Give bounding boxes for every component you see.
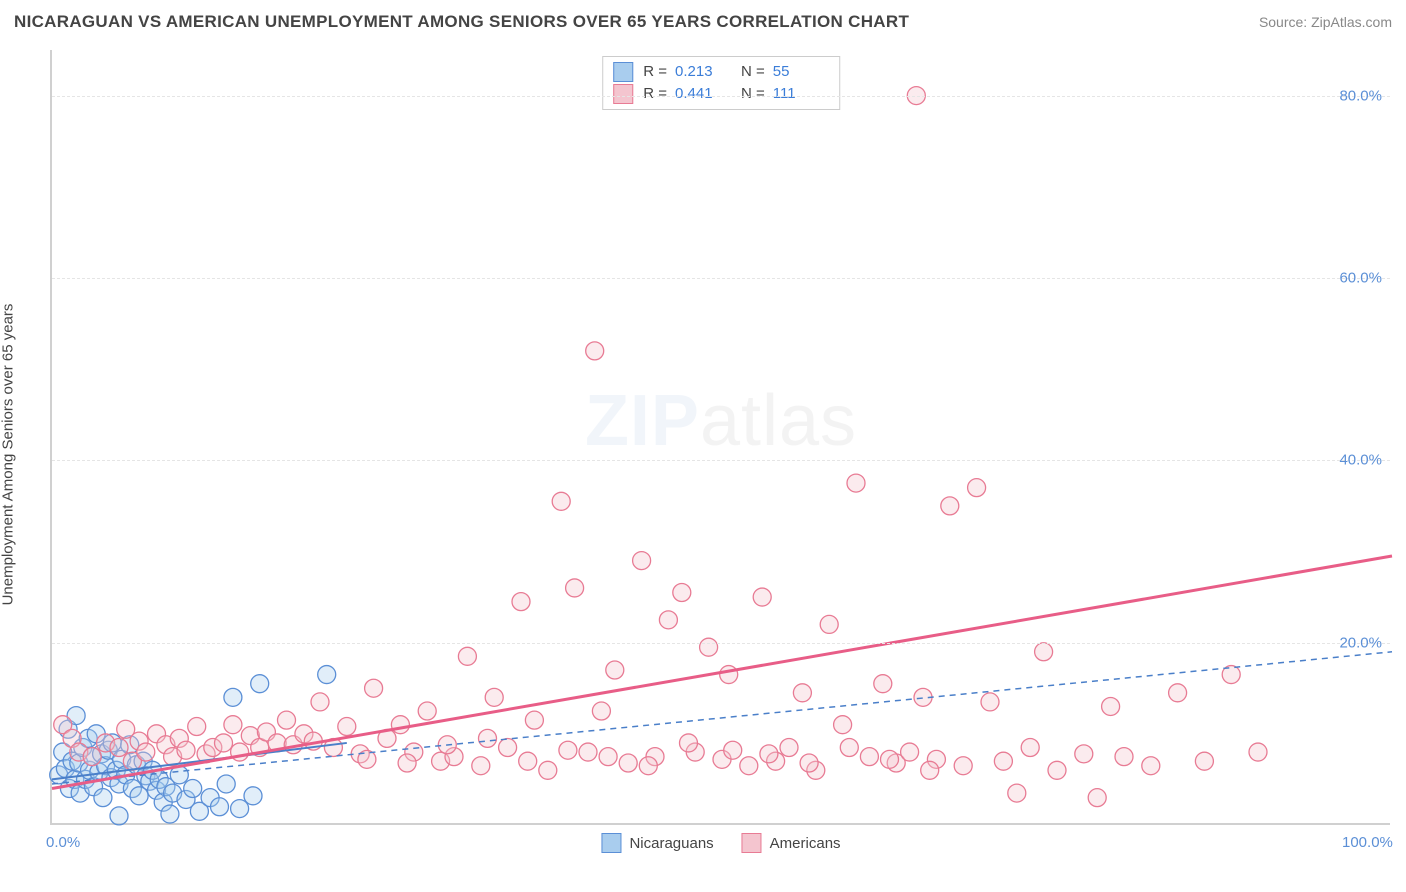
- x-tick-label: 100.0%: [1342, 834, 1393, 851]
- gridline: [52, 278, 1390, 279]
- legend-swatch: [613, 62, 633, 82]
- stat-n-value: 111: [773, 83, 817, 105]
- legend-label: Americans: [770, 835, 841, 852]
- legend-swatch: [613, 84, 633, 104]
- chart-title: NICARAGUAN VS AMERICAN UNEMPLOYMENT AMON…: [14, 12, 909, 32]
- y-tick-label: 60.0%: [1339, 269, 1382, 286]
- legend-swatch: [601, 833, 621, 853]
- y-axis-label: Unemployment Among Seniors over 65 years: [0, 304, 17, 606]
- legend-swatch: [742, 833, 762, 853]
- stat-n-value: 55: [773, 61, 817, 83]
- gridline: [52, 643, 1390, 644]
- legend-stat-row: R = 0.213 N = 55: [613, 61, 829, 83]
- stat-n-label: N =: [741, 83, 765, 105]
- stat-r-value: 0.441: [675, 83, 719, 105]
- stat-r-label: R =: [643, 83, 667, 105]
- stat-r-value: 0.213: [675, 61, 719, 83]
- legend-item: Nicaraguans: [601, 833, 713, 853]
- y-tick-label: 40.0%: [1339, 452, 1382, 469]
- legend-stat-row: R = 0.441 N = 111: [613, 83, 829, 105]
- x-tick-label: 0.0%: [46, 834, 80, 851]
- legend-item: Americans: [742, 833, 841, 853]
- chart-plot-area: ZIPatlas R =0.213N =55R =0.441N =111 Nic…: [50, 50, 1390, 825]
- stat-r-label: R =: [643, 61, 667, 83]
- legend-label: Nicaraguans: [629, 835, 713, 852]
- chart-source: Source: ZipAtlas.com: [1259, 14, 1392, 30]
- stat-n-label: N =: [741, 61, 765, 83]
- chart-header: NICARAGUAN VS AMERICAN UNEMPLOYMENT AMON…: [14, 12, 1392, 32]
- gridline: [52, 96, 1390, 97]
- legend-bottom: Nicaraguans Americans: [601, 833, 840, 853]
- scatter-svg: [52, 50, 1390, 823]
- y-tick-label: 20.0%: [1339, 634, 1382, 651]
- legend-stats-box: R = 0.213 N = 55 R = 0.441 N = 111: [602, 56, 840, 110]
- gridline: [52, 460, 1390, 461]
- y-tick-label: 80.0%: [1339, 87, 1382, 104]
